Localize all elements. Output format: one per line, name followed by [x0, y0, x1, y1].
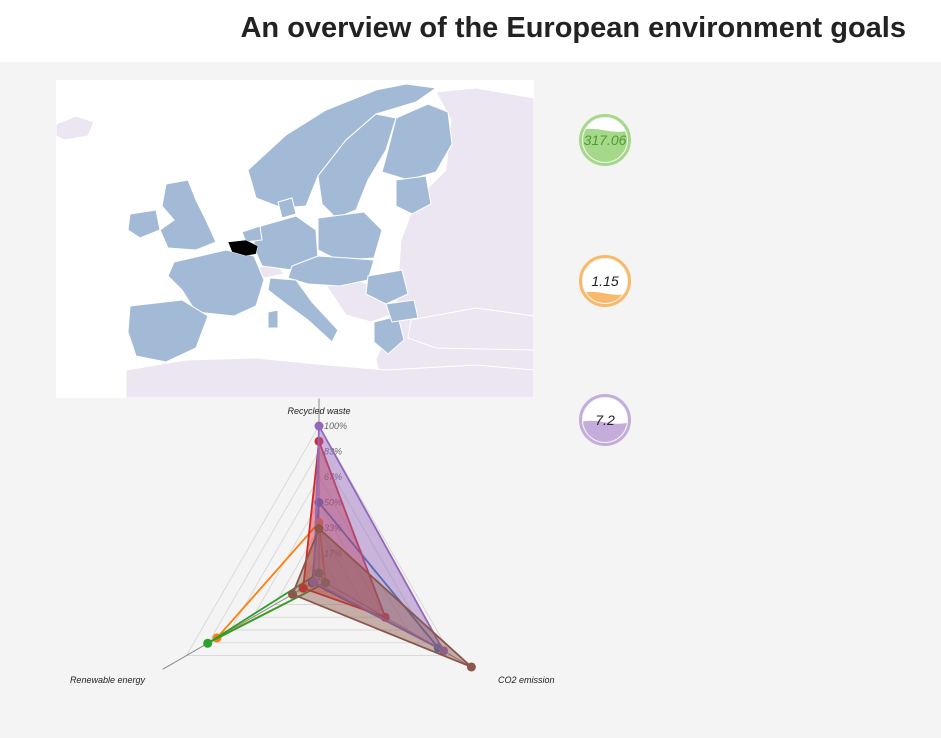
page-title: An overview of the European environment …: [240, 12, 906, 44]
country-poland: [317, 211, 383, 261]
country-iberia: [127, 299, 209, 363]
country-ireland: [127, 209, 161, 239]
gauge-2-ring: [579, 255, 631, 307]
gauge-2-fill: [583, 291, 627, 303]
radar-point-4-2: [309, 577, 319, 587]
radar-grid-ring: [229, 476, 409, 631]
radar-series-4: [312, 422, 446, 654]
gauge-1-fill: [583, 128, 627, 162]
radar-series-2: [207, 571, 327, 645]
non-eu-turkey: [407, 307, 534, 351]
country-netherlands: [241, 225, 263, 243]
gauge-1: 317.06: [577, 112, 633, 168]
non-eu-iceland: [56, 115, 95, 141]
radar-axis-1: [318, 578, 476, 670]
radar-point-5-2: [287, 589, 297, 599]
country-bulgaria: [385, 299, 419, 323]
country-denmark: [277, 197, 297, 219]
country-belgium-highlight[interactable]: [227, 239, 259, 257]
gauge-1-ring: [579, 114, 631, 166]
radar-series-3: [302, 440, 387, 619]
country-italy: [267, 277, 339, 343]
radar-point-4-0: [314, 421, 324, 431]
radar-axis-label-2: Renewable energy: [70, 675, 145, 685]
radar-scale-label: 33%: [324, 523, 342, 533]
radar-point-2-2: [203, 638, 213, 648]
non-eu-africa: [125, 357, 534, 398]
radar-scale-label: 50%: [324, 498, 342, 508]
gauge-2: 1.15: [577, 253, 633, 309]
radar-point-4-1: [439, 646, 449, 656]
radar-axis-label-0: Recycled waste: [287, 406, 350, 416]
gauge-3-circle: [579, 394, 631, 446]
radar-point-5-1: [466, 662, 476, 672]
country-sweden: [317, 113, 397, 219]
radar-grid-ring: [207, 450, 431, 644]
radar-point-2-0: [314, 568, 324, 578]
country-romania: [365, 269, 409, 305]
gauge-3-ring: [579, 394, 631, 446]
radar-point-5-0: [314, 524, 324, 534]
gauge-3: 7.2: [577, 392, 633, 448]
gauge-2-circle: [579, 255, 631, 307]
europe-map[interactable]: [56, 80, 534, 398]
country-sardinia: [267, 309, 279, 329]
radar-grid-ring: [296, 552, 342, 593]
country-finland: [381, 103, 453, 181]
country-baltics: [395, 175, 432, 215]
header: An overview of the European environment …: [0, 0, 941, 62]
radar-point-2-1: [321, 578, 331, 588]
radar-axis-label-1: CO2 emission: [498, 675, 555, 685]
gauge-1-circle: [579, 114, 631, 166]
radar-point-3-2: [298, 583, 308, 593]
country-uk: [159, 179, 217, 251]
radar-grid-ring: [185, 425, 453, 656]
radar-series-5: [291, 526, 472, 668]
radar-scale-label: 17%: [324, 549, 342, 559]
radar-scale-label: 100%: [324, 421, 347, 431]
